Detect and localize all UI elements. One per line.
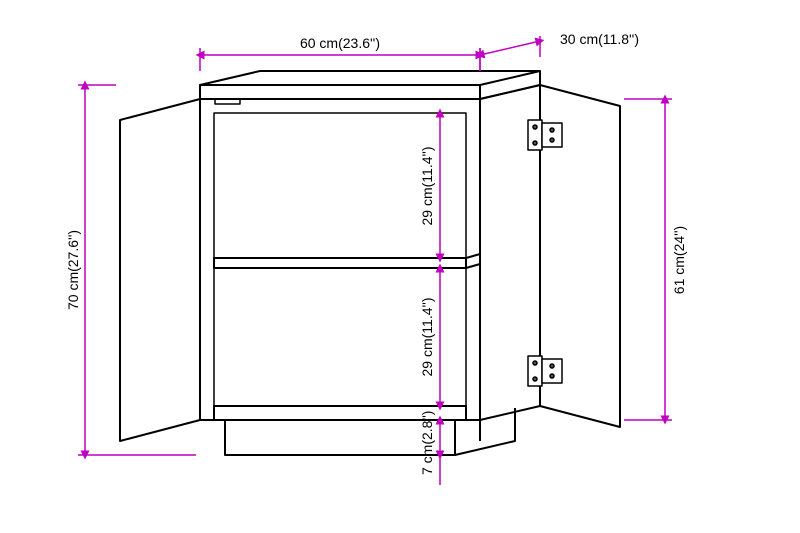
- dim-inner-height-label: 61 cm(24''): [671, 226, 687, 294]
- dim-width: 60 cm(23.6''): [200, 35, 480, 71]
- left-door: [120, 99, 240, 441]
- dim-shelf-lower-label: 29 cm(11.4''): [419, 297, 435, 376]
- dim-depth: 30 cm(11.8''): [480, 31, 639, 71]
- dim-toe-kick: 7 cm(2.8''): [419, 411, 440, 485]
- top-panel: [200, 71, 540, 99]
- dim-toe-kick-label: 7 cm(2.8''): [419, 411, 435, 475]
- dim-shelf-upper-label: 29 cm(11.4''): [419, 146, 435, 225]
- hinge-top: [528, 120, 562, 150]
- dim-depth-label: 30 cm(11.8''): [560, 31, 639, 47]
- dim-width-label: 60 cm(23.6''): [300, 35, 380, 51]
- dimension-drawing: 60 cm(23.6'') 30 cm(11.8'') 70 cm(27.6''…: [0, 0, 800, 533]
- dim-height-label: 70 cm(27.6''): [65, 230, 81, 310]
- toe-kick: [225, 408, 515, 455]
- dim-shelf-lower: 29 cm(11.4''): [419, 268, 440, 406]
- dim-shelf-upper: 29 cm(11.4''): [419, 113, 440, 258]
- dim-height: 70 cm(27.6''): [65, 85, 196, 455]
- hinge-bottom: [528, 356, 562, 386]
- cabinet: [120, 71, 620, 455]
- dim-inner-height: 61 cm(24''): [624, 99, 687, 420]
- cabinet-front: [200, 99, 480, 420]
